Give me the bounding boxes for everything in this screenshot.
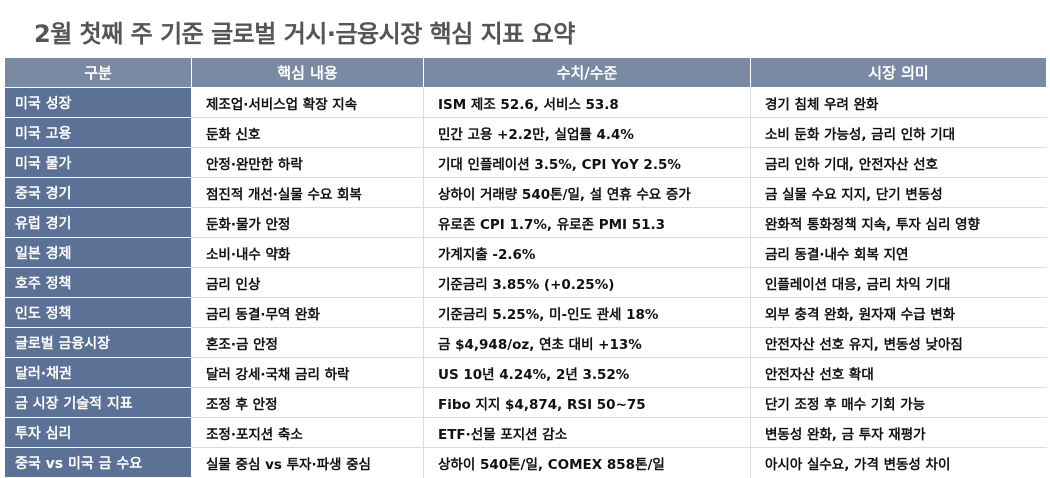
cell-meaning: 안전자산 선호 유지, 변동성 낮아짐 (750, 327, 1047, 358)
cell-category: 미국 물가 (4, 147, 192, 178)
cell-meaning: 아시아 실수요, 가격 변동성 차이 (750, 447, 1047, 478)
cell-category: 미국 고용 (4, 117, 192, 148)
cell-content: 소비·내수 약화 (191, 237, 424, 268)
cell-category: 금 시장 기술적 지표 (4, 387, 192, 418)
table-row: 호주 정책 금리 인상 기준금리 3.85% (+0.25%) 인플레이션 대응, 금… (4, 267, 1047, 298)
cell-value: 기대 인플레이션 3.5%, CPI YoY 2.5% (423, 147, 751, 178)
cell-value: ISM 제조 52.6, 서비스 53.8 (423, 87, 751, 118)
cell-value: 상하이 540톤/일, COMEX 858톤/일 (423, 447, 751, 478)
cell-category: 투자 심리 (4, 417, 192, 448)
cell-category: 달러·채권 (4, 357, 192, 388)
cell-value: 민간 고용 +2.2만, 실업률 4.4% (423, 117, 751, 148)
table-header-row: 구분 핵심 내용 수치/수준 시장 의미 (4, 57, 1047, 88)
cell-content: 제조업·서비스업 확장 지속 (191, 87, 424, 118)
cell-meaning: 경기 침체 우려 완화 (750, 87, 1047, 118)
table-row: 유럽 경기 둔화·물가 안정 유로존 CPI 1.7%, 유로존 PMI 51.3 완… (4, 207, 1047, 238)
table-row: 미국 고용 둔화 신호 민간 고용 +2.2만, 실업률 4.4% 소비 둔화 가능성… (4, 117, 1047, 148)
cell-category: 호주 정책 (4, 267, 192, 298)
cell-category: 유럽 경기 (4, 207, 192, 238)
header-meaning: 시장 의미 (750, 57, 1047, 88)
cell-value: 가계지출 -2.6% (423, 237, 751, 268)
table-row: 미국 성장 제조업·서비스업 확장 지속 ISM 제조 52.6, 서비스 53.8… (4, 87, 1047, 118)
cell-value: US 10년 4.24%, 2년 3.52% (423, 357, 751, 388)
cell-content: 금리 동결·무역 완화 (191, 297, 424, 328)
cell-category: 중국 경기 (4, 177, 192, 208)
cell-category: 일본 경제 (4, 237, 192, 268)
cell-meaning: 변동성 완화, 금 투자 재평가 (750, 417, 1047, 448)
table-row: 중국 vs 미국 금 수요 실물 중심 vs 투자·파생 중심 상하이 540톤/일… (4, 447, 1047, 478)
cell-category: 미국 성장 (4, 87, 192, 118)
page-title: 2월 첫째 주 기준 글로벌 거시·금융시장 핵심 지표 요약 (34, 20, 575, 48)
cell-meaning: 완화적 통화정책 지속, 투자 심리 영향 (750, 207, 1047, 238)
cell-content: 혼조·금 안정 (191, 327, 424, 358)
cell-category: 중국 vs 미국 금 수요 (4, 447, 192, 478)
cell-content: 조정 후 안정 (191, 387, 424, 418)
cell-content: 실물 중심 vs 투자·파생 중심 (191, 447, 424, 478)
table-row: 금 시장 기술적 지표 조정 후 안정 Fibo 지지 $4,874, RSI 50… (4, 387, 1047, 418)
cell-meaning: 외부 충격 완화, 원자재 수급 변화 (750, 297, 1047, 328)
cell-value: 상하이 거래량 540톤/일, 설 연휴 수요 증가 (423, 177, 751, 208)
cell-meaning: 소비 둔화 가능성, 금리 인하 기대 (750, 117, 1047, 148)
cell-content: 둔화·물가 안정 (191, 207, 424, 238)
table-row: 중국 경기 점진적 개선·실물 수요 회복 상하이 거래량 540톤/일, 설 연휴… (4, 177, 1047, 208)
cell-meaning: 안전자산 선호 확대 (750, 357, 1047, 388)
cell-meaning: 금 실물 수요 지지, 단기 변동성 (750, 177, 1047, 208)
cell-meaning: 금리 동결·내수 회복 지연 (750, 237, 1047, 268)
table-row: 달러·채권 달러 강세·국채 금리 하락 US 10년 4.24%, 2년 3.52… (4, 357, 1047, 388)
header-value: 수치/수준 (423, 57, 751, 88)
cell-meaning: 단기 조정 후 매수 기회 가능 (750, 387, 1047, 418)
cell-content: 둔화 신호 (191, 117, 424, 148)
cell-value: 금 $4,948/oz, 연초 대비 +13% (423, 327, 751, 358)
header-category: 구분 (4, 57, 192, 88)
table-row: 인도 정책 금리 동결·무역 완화 기준금리 5.25%, 미-인도 관세 18% 외… (4, 297, 1047, 328)
cell-value: 기준금리 5.25%, 미-인도 관세 18% (423, 297, 751, 328)
cell-content: 안정·완만한 하락 (191, 147, 424, 178)
cell-meaning: 인플레이션 대응, 금리 차익 기대 (750, 267, 1047, 298)
cell-content: 달러 강세·국채 금리 하락 (191, 357, 424, 388)
cell-value: 기준금리 3.85% (+0.25%) (423, 267, 751, 298)
cell-content: 점진적 개선·실물 수요 회복 (191, 177, 424, 208)
cell-value: 유로존 CPI 1.7%, 유로존 PMI 51.3 (423, 207, 751, 238)
table-row: 글로벌 금융시장 혼조·금 안정 금 $4,948/oz, 연초 대비 +13% 안전… (4, 327, 1047, 358)
cell-meaning: 금리 인하 기대, 안전자산 선호 (750, 147, 1047, 178)
table-row: 미국 물가 안정·완만한 하락 기대 인플레이션 3.5%, CPI YoY 2.5… (4, 147, 1047, 178)
cell-category: 인도 정책 (4, 297, 192, 328)
table-row: 투자 심리 조정·포지션 축소 ETF·선물 포지션 감소 변동성 완화, 금 투자 … (4, 417, 1047, 448)
summary-table: 구분 핵심 내용 수치/수준 시장 의미 미국 성장 제조업·서비스업 확장 지속… (4, 57, 1047, 478)
cell-content: 금리 인상 (191, 267, 424, 298)
cell-category: 글로벌 금융시장 (4, 327, 192, 358)
cell-content: 조정·포지션 축소 (191, 417, 424, 448)
header-content: 핵심 내용 (191, 57, 424, 88)
table-row: 일본 경제 소비·내수 약화 가계지출 -2.6% 금리 동결·내수 회복 지연 (4, 237, 1047, 268)
cell-value: Fibo 지지 $4,874, RSI 50~75 (423, 387, 751, 418)
cell-value: ETF·선물 포지션 감소 (423, 417, 751, 448)
